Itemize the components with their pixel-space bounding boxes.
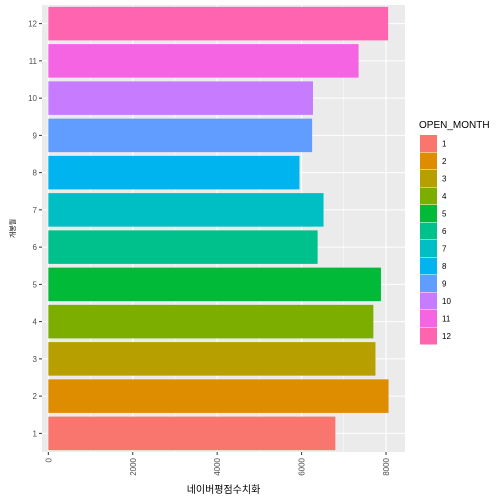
legend-title: OPEN_MONTH [419,120,490,131]
bars [48,6,389,451]
y-tick-label: 7 [33,206,38,215]
legend-key [420,205,437,222]
bar-month-6 [48,230,318,264]
legend-key [420,187,437,205]
legend-label: 6 [442,227,447,236]
y-tick-label: 8 [33,169,38,178]
x-tick-label: 0 [44,457,53,462]
y-tick-label: 12 [28,20,37,29]
x-tick-label: 8000 [382,457,391,475]
legend-key [420,240,437,257]
y-tick-label: 2 [33,392,38,401]
legend-label: 4 [442,192,447,201]
plot-panel [42,5,405,452]
x-axis: 0 2000 4000 6000 8000 [44,452,391,476]
legend-key [420,257,437,275]
x-tick-label: 2000 [129,457,138,475]
legend-label: 5 [442,210,447,219]
bar-month-2 [48,379,389,413]
legend-key [420,135,437,152]
legend-label: 10 [442,297,451,306]
y-tick-label: 9 [33,131,38,140]
legend-label: 7 [442,245,447,254]
legend-key [420,310,437,327]
bar-month-5 [48,267,381,302]
legend-label: 2 [442,157,447,166]
x-tick-label: 4000 [213,457,222,475]
y-tick-label: 10 [28,94,37,103]
y-tick-label: 3 [33,355,38,364]
y-tick-label: 5 [33,280,38,289]
bar-month-7 [48,193,324,227]
legend-label: 11 [442,315,451,324]
legend-key [420,292,437,310]
y-tick-label: 1 [33,429,38,438]
x-tick-label: 6000 [298,457,307,475]
legend-key [420,152,437,170]
y-tick-label: 4 [33,318,38,327]
bar-month-11 [48,44,359,78]
legend-label: 1 [442,140,447,149]
legend-label: 3 [442,175,447,184]
bar-month-4 [48,304,374,339]
bar-month-1 [48,416,336,451]
legend-key [420,327,437,345]
y-tick-label: 11 [29,57,38,66]
x-axis-title: 네이버평점수치화 [187,484,261,496]
y-tick-label: 6 [33,243,38,252]
bar-month-12 [48,6,389,41]
bar-month-8 [48,155,300,190]
y-axis-title: 개봉월 [8,219,17,238]
minor-gridlines [90,5,345,452]
legend-label: 8 [442,262,447,271]
legend-key [420,170,437,187]
bar-month-3 [48,342,376,376]
bar-month-10 [48,81,313,115]
legend-key [420,222,437,240]
legend-key [420,275,437,292]
bar-month-9 [48,118,313,153]
legend-label: 9 [442,280,447,289]
legend-label: 12 [442,332,451,341]
